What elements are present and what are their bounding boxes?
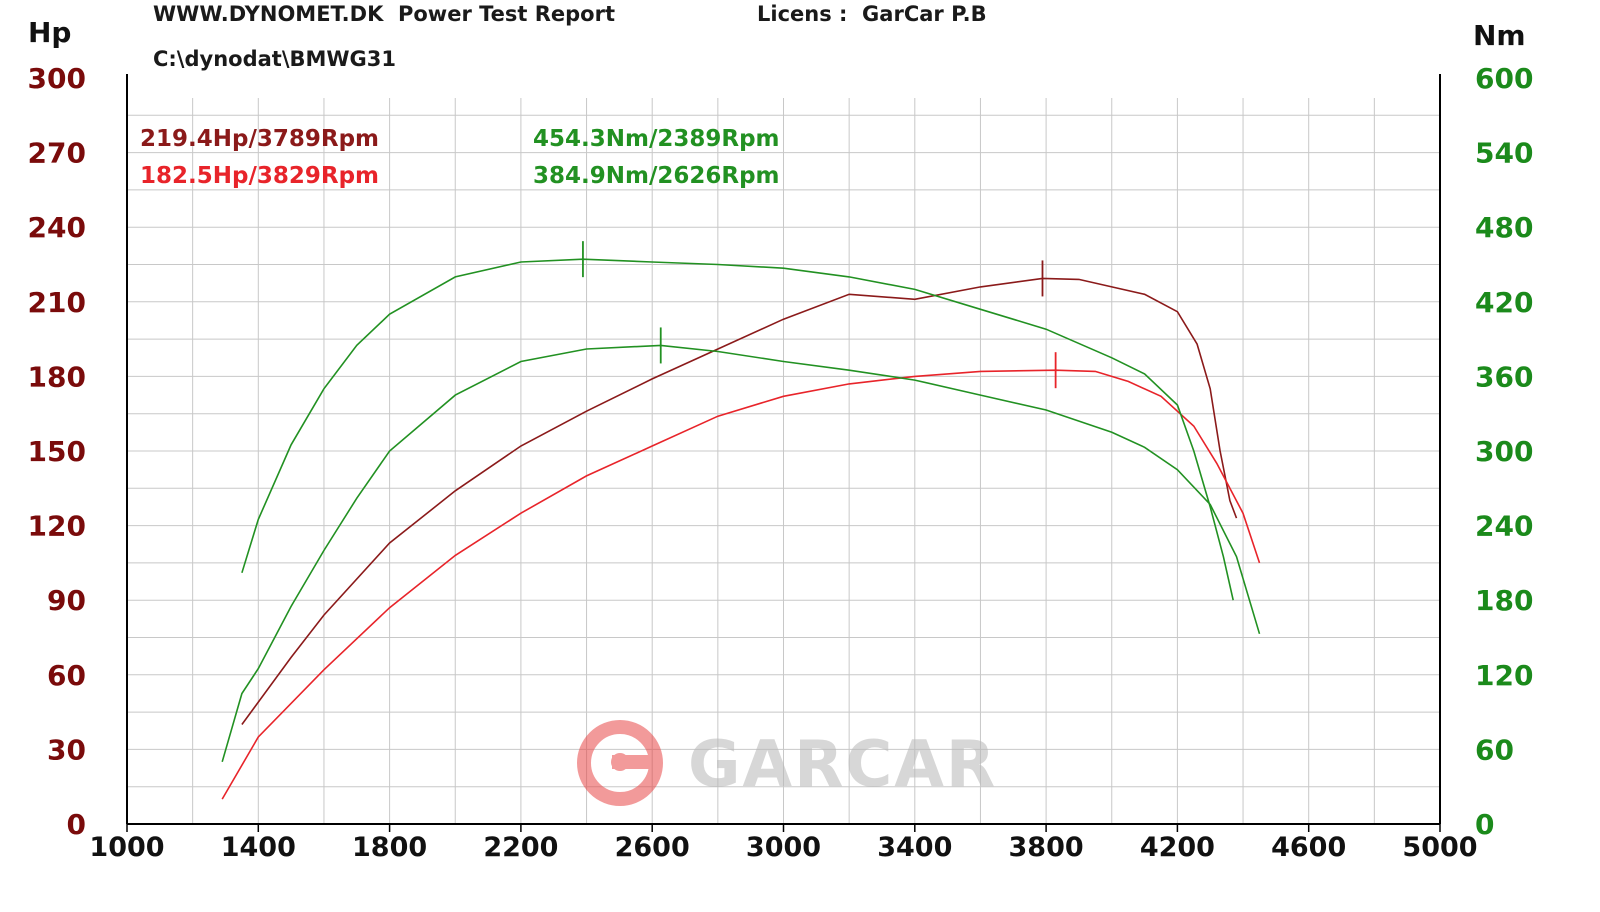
garcar-watermark: GARCAR [577,720,997,806]
watermark-logo-ring [577,720,663,806]
series-line-2 [221,369,1261,800]
y-right-unit-label: Nm [1473,19,1526,52]
peak-annotations: 219.4Hp/3789Rpm 182.5Hp/3829Rpm 454.3Nm/23… [140,126,780,189]
y-left-tick-label: 240 [28,211,86,244]
x-tick-label: 2200 [483,832,558,863]
y-right-tick-label: 120 [1475,659,1533,692]
y-left-tick-label: 210 [28,286,86,319]
x-tick-label: 1000 [89,832,164,863]
x-tick-label: 1400 [221,832,296,863]
peak-annotation-1: 219.4Hp/3789Rpm [140,126,379,152]
x-tick-label: 5000 [1402,832,1477,863]
series-line-4 [221,344,1261,763]
y-left-unit-label: Hp [28,16,71,49]
y-right-tick-label: 420 [1475,286,1533,319]
y-right-tick-label: 240 [1475,510,1533,543]
x-tick-label: 3000 [746,832,821,863]
peak-annotation-4: 384.9Nm/2626Rpm [533,163,780,189]
tick-labels: 1000 1400 1800 2200 2600 3000 3400 3800 4200 4600… [28,16,1534,863]
y-right-tick-label: 60 [1475,733,1514,766]
x-tick-label: 4600 [1271,832,1346,863]
y-left-tick-label: 0 [67,808,86,841]
x-tick-label: 2600 [615,832,690,863]
y-right-tick-label: 540 [1475,137,1533,170]
y-left-tick-label: 180 [28,360,86,393]
y-right-tick-label: 180 [1475,584,1533,617]
y-left-tick-label: 270 [28,137,86,170]
y-left-tick-label: 150 [28,435,86,468]
x-tick-label: 4200 [1140,832,1215,863]
x-tick-label: 3400 [877,832,952,863]
grid-lines [127,98,1440,824]
peak-annotation-2: 182.5Hp/3829Rpm [140,163,379,189]
y-left-tick-label: 60 [47,659,86,692]
axes [126,74,1441,832]
series-line-1 [241,277,1238,725]
y-left-tick-label: 120 [28,510,86,543]
report-title: WWW.DYNOMET.DK Power Test Report [153,2,615,26]
license-label: Licens : GarCar P.B [757,2,987,26]
file-path: C:\dynodat\BMWG31 [153,47,397,71]
y-right-tick-label: 300 [1475,435,1533,468]
y-left-tick-label: 300 [28,62,86,95]
y-right-tick-label: 0 [1475,808,1494,841]
x-tick-label: 3800 [1009,832,1084,863]
series-line-3 [241,258,1234,601]
watermark-text: GARCAR [688,728,997,802]
peak-annotation-3: 454.3Nm/2389Rpm [533,126,780,152]
y-right-tick-label: 480 [1475,211,1533,244]
x-tick-label: 1800 [352,832,427,863]
series-lines [221,241,1261,800]
y-right-tick-label: 600 [1475,62,1533,95]
y-left-tick-label: 30 [47,733,86,766]
y-left-tick-label: 90 [47,584,86,617]
y-right-tick-label: 360 [1475,360,1533,393]
watermark-logo-dot [611,753,629,771]
